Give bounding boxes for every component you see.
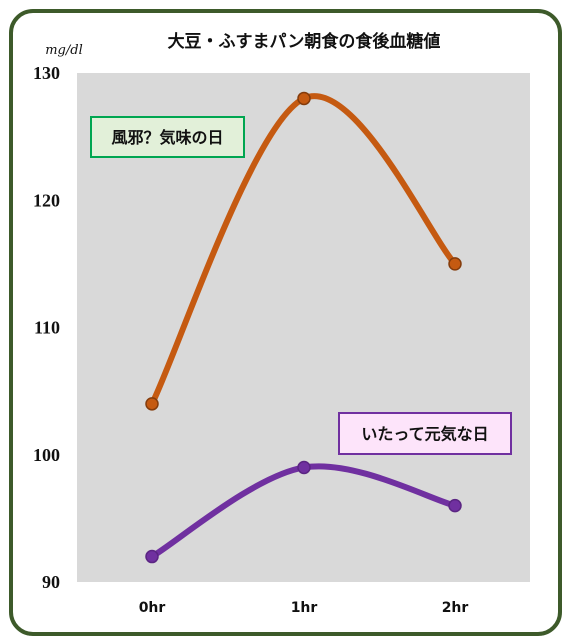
label-text: いたって元気な日	[361, 425, 488, 444]
y-axis-unit: mg/dl	[45, 43, 83, 58]
data-point	[297, 91, 311, 106]
x-tick-label: 0hr	[139, 600, 166, 616]
series-2	[145, 460, 462, 564]
data-point	[145, 397, 159, 411]
data-point	[448, 257, 462, 271]
y-tick-label: 90	[42, 572, 60, 592]
y-tick-label: 110	[34, 318, 60, 338]
label-text: 風邪？気味の日	[111, 128, 223, 147]
x-tick-label: 2hr	[442, 600, 469, 616]
x-axis-ticks: 0hr 1hr 2hr	[139, 600, 469, 616]
x-tick-label: 1hr	[291, 600, 318, 616]
chart-title: 大豆・ふすまパン朝食の食後血糖値	[168, 31, 441, 52]
label-box	[338, 412, 512, 455]
data-point	[145, 549, 159, 564]
series-label-1: 風邪？気味の日	[90, 116, 245, 158]
data-point	[297, 460, 311, 475]
series-1	[145, 91, 462, 411]
y-axis-ticks: 90 100 110 120 130	[33, 63, 60, 592]
series-label-2: いたって元気な日	[338, 412, 512, 455]
series-layer	[145, 91, 462, 564]
data-point	[448, 498, 462, 513]
y-tick-label: 100	[33, 445, 60, 465]
y-tick-label: 130	[33, 63, 60, 83]
label-box	[90, 116, 245, 158]
y-tick-label: 120	[33, 190, 60, 210]
